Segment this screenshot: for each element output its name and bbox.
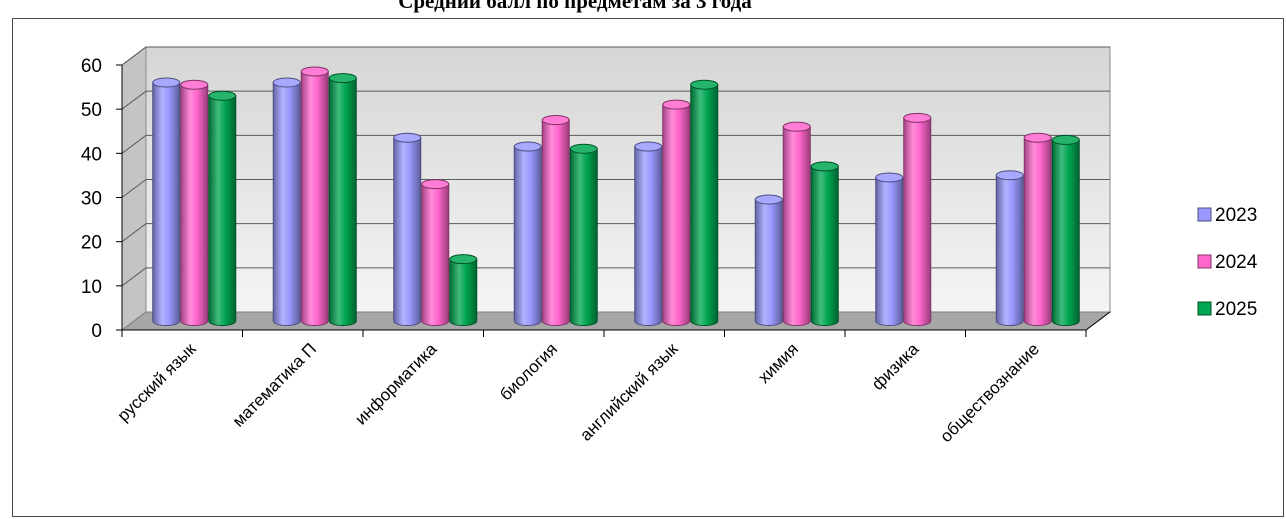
bar-2023-6: [875, 172, 904, 326]
gridline-side: [121, 134, 147, 154]
x-tick-label: русский язык: [114, 339, 200, 425]
bar-2025-2: [449, 254, 478, 326]
gridline-side: [121, 179, 147, 198]
bars: [152, 66, 1080, 326]
gridline-side: [121, 46, 147, 66]
x-tick-label: английский язык: [576, 339, 682, 445]
bar-2024-2: [421, 179, 450, 326]
legend-label: 2025: [1215, 299, 1257, 320]
bar-2025-3: [569, 143, 598, 326]
bar-2023-5: [754, 194, 783, 326]
chart-title: Средний балл по предметам за 3 года: [398, 0, 752, 13]
bar-2024-7: [1023, 132, 1052, 326]
chart-walls: [120, 46, 1112, 331]
x-tick-label: информатика: [351, 339, 441, 429]
x-tick-label: химия: [754, 339, 802, 387]
bar-2024-6: [903, 112, 932, 326]
floor: [120, 311, 1112, 331]
legend: 2023 2024 2025: [1197, 205, 1258, 320]
y-tick-label: 10: [81, 277, 102, 298]
legend-swatch: [1197, 254, 1212, 269]
bar-2025-5: [810, 161, 839, 326]
x-tick-label: обществознание: [936, 339, 1043, 446]
y-tick-label: 20: [81, 233, 102, 254]
bar-2024-3: [541, 115, 570, 326]
bar-2023-7: [995, 170, 1024, 326]
y-tick-label: 50: [81, 100, 102, 121]
bar-2023-4: [634, 141, 663, 326]
legend-label: 2024: [1215, 252, 1258, 273]
y-tick-label: 60: [81, 56, 102, 77]
bar-2025-7: [1051, 134, 1080, 326]
bar-2025-4: [690, 79, 719, 326]
bar-2024-0: [180, 79, 209, 326]
y-tick-label: 30: [81, 189, 102, 210]
x-tick-label: математика П: [229, 339, 320, 430]
bar-2024-4: [662, 99, 691, 326]
x-tick-label: биология: [496, 339, 561, 404]
bar-2023-2: [393, 132, 422, 326]
bar-2025-1: [328, 73, 357, 326]
legend-label: 2023: [1215, 205, 1257, 226]
legend-item-2025: 2025: [1197, 299, 1257, 320]
legend-swatch: [1197, 301, 1212, 316]
chart-frame: [12, 18, 1284, 517]
bar-2024-1: [300, 66, 329, 326]
x-tick-label: физика: [868, 339, 923, 394]
y-tick-label: 40: [81, 144, 102, 165]
gridline-side: [121, 90, 147, 110]
bar-2023-1: [272, 77, 301, 326]
bar-2023-3: [513, 141, 542, 326]
legend-swatch: [1197, 207, 1212, 222]
bar-2024-5: [782, 121, 811, 326]
bar-2023-0: [152, 77, 181, 326]
bar-2025-0: [208, 90, 237, 326]
legend-item-2023: 2023: [1197, 205, 1257, 226]
gridline-side: [121, 267, 147, 287]
y-tick-label: 0: [91, 321, 102, 342]
legend-item-2024: 2024: [1197, 252, 1258, 273]
gridline-side: [121, 223, 147, 243]
